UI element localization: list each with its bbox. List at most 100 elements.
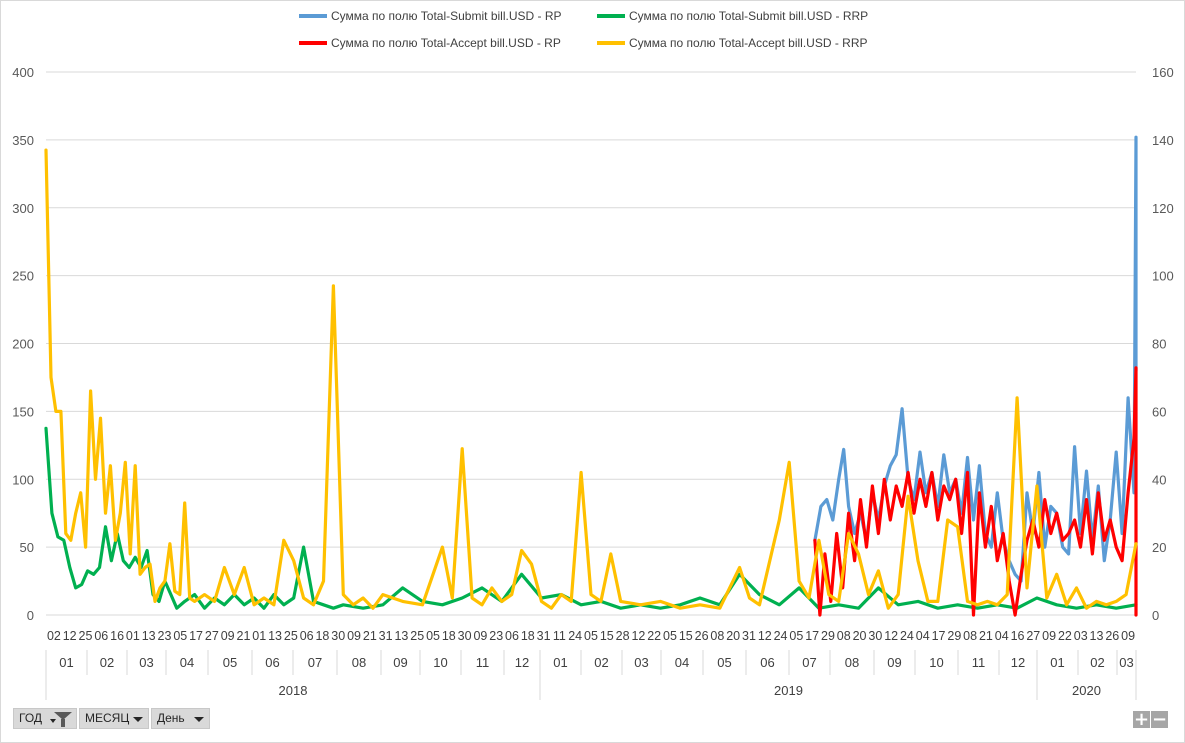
x-day-tick-label: 05 [789,629,803,643]
x-day-tick-label: 09 [1042,629,1056,643]
year-filter-button[interactable]: ГОД [13,708,77,729]
x-day-tick-label: 16 [1011,629,1025,643]
x-month-label: 10 [929,655,943,670]
x-day-tick-label: 05 [584,629,598,643]
x-month-label: 10 [433,655,447,670]
x-month-label: 02 [594,655,608,670]
x-day-tick-label: 06 [300,629,314,643]
x-day-tick-label: 08 [837,629,851,643]
y-left-tick-label: 150 [12,404,34,419]
x-day-tick-label: 28 [616,629,630,643]
x-month-label: 08 [352,655,366,670]
x-day-tick-label: 03 [1074,629,1088,643]
x-day-tick-label: 27 [205,629,219,643]
x-month-label: 07 [802,655,816,670]
chevron-down-icon [133,717,143,722]
x-day-tick-label: 13 [1090,629,1104,643]
x-day-tick-label: 04 [995,629,1009,643]
x-month-label: 09 [393,655,407,670]
x-day-tick-label: 09 [347,629,361,643]
x-day-tick-label: 31 [379,629,393,643]
x-day-tick-label: 09 [221,629,235,643]
x-day-tick-label: 24 [568,629,582,643]
zoom-in-button[interactable]: + [1133,709,1150,730]
x-day-tick-label: 25 [284,629,298,643]
x-day-tick-label: 30 [331,629,345,643]
x-day-tick-label: 09 [473,629,487,643]
month-filter-label: МЕСЯЦ [85,711,130,725]
filter-icon [54,712,72,720]
month-filter-button[interactable]: МЕСЯЦ [79,708,149,729]
zoom-out-button[interactable]: − [1151,711,1168,729]
x-day-tick-label: 22 [647,629,661,643]
x-day-tick-label: 25 [79,629,93,643]
x-month-label: 04 [675,655,689,670]
x-day-tick-label: 27 [1026,629,1040,643]
y-right-tick-label: 40 [1152,472,1166,487]
y-left-tick-label: 250 [12,269,34,284]
x-day-tick-label: 05 [426,629,440,643]
x-day-tick-label: 21 [237,629,251,643]
x-day-tick-label: 01 [126,629,140,643]
x-day-tick-label: 18 [521,629,535,643]
x-month-label: 05 [717,655,731,670]
x-day-tick-label: 02 [47,629,61,643]
x-day-tick-label: 31 [537,629,551,643]
x-day-tick-label: 24 [774,629,788,643]
x-day-tick-label: 29 [947,629,961,643]
x-day-tick-label: 06 [505,629,519,643]
series-line-3 [813,366,1138,617]
x-day-tick-label: 15 [600,629,614,643]
series-line-2 [44,426,1138,610]
x-day-tick-label: 13 [394,629,408,643]
day-filter-label: День [157,711,185,725]
x-day-tick-label: 12 [631,629,645,643]
x-day-tick-label: 20 [853,629,867,643]
x-day-tick-label: 21 [979,629,993,643]
x-day-tick-label: 23 [489,629,503,643]
zoom-in-icon: + [1133,709,1150,730]
x-day-tick-label: 20 [726,629,740,643]
y-left-tick-label: 0 [27,608,34,623]
x-year-label: 2018 [279,683,308,698]
x-month-label: 09 [887,655,901,670]
y-left-tick-label: 400 [12,65,34,80]
y-right-tick-label: 60 [1152,404,1166,419]
x-day-tick-label: 11 [553,629,566,643]
y-right-tick-label: 100 [1152,269,1174,284]
x-day-tick-label: 12 [63,629,77,643]
x-month-label: 06 [265,655,279,670]
x-day-tick-label: 17 [932,629,946,643]
x-month-label: 04 [180,655,194,670]
y-right-tick-label: 160 [1152,65,1174,80]
x-month-label: 01 [553,655,567,670]
year-filter-label: ГОД [19,711,43,725]
x-day-tick-label: 21 [363,629,377,643]
x-day-tick-label: 15 [679,629,693,643]
y-right-tick-label: 140 [1152,133,1174,148]
y-right-tick-label: 20 [1152,540,1166,555]
y-left-tick-label: 50 [20,540,34,555]
x-day-tick-label: 01 [252,629,266,643]
y-left-tick-label: 300 [12,201,34,216]
x-day-tick-label: 17 [189,629,203,643]
x-day-tick-label: 05 [663,629,677,643]
x-year-label: 2020 [1072,683,1101,698]
x-day-tick-label: 05 [173,629,187,643]
day-filter-button[interactable]: День [151,708,210,729]
x-day-tick-label: 23 [158,629,172,643]
x-month-label: 07 [308,655,322,670]
x-day-tick-label: 17 [805,629,819,643]
x-day-tick-label: 18 [442,629,456,643]
x-day-tick-label: 13 [142,629,156,643]
legend-label: Сумма по полю Total-Submit bill.USD - RR… [629,9,868,23]
y-right-tick-label: 120 [1152,201,1174,216]
x-month-label: 08 [845,655,859,670]
x-day-tick-label: 30 [458,629,472,643]
x-day-tick-label: 09 [1121,629,1135,643]
chevron-down-icon [50,719,56,723]
x-month-label: 01 [1050,655,1064,670]
x-day-tick-label: 04 [916,629,930,643]
x-day-tick-label: 25 [410,629,424,643]
